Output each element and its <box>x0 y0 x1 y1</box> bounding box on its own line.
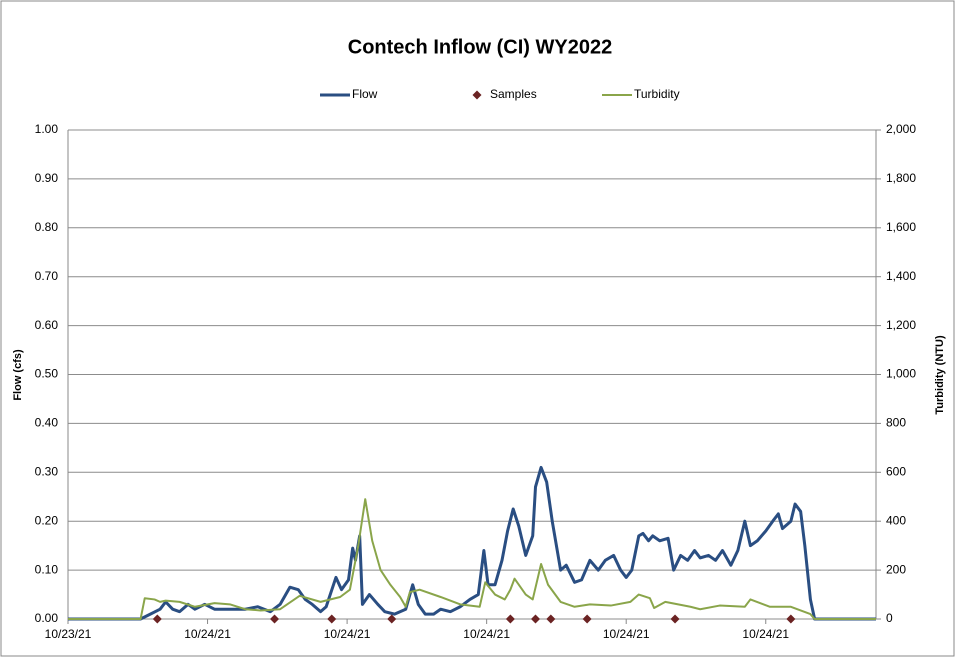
y-tick-label: 0.20 <box>35 513 59 527</box>
y2-tick-label: 1,200 <box>886 318 916 332</box>
x-tick-label: 10/23/21 <box>45 627 92 641</box>
sample-marker <box>786 614 796 624</box>
y2-tick-label: 1,400 <box>886 269 916 283</box>
y-tick-label: 0.80 <box>35 220 59 234</box>
y2-tick-label: 1,000 <box>886 367 916 381</box>
sample-marker <box>327 614 337 624</box>
y2-tick-label: 400 <box>886 513 906 527</box>
legend-swatch <box>472 90 482 100</box>
y2-tick-label: 1,800 <box>886 171 916 185</box>
x-tick-label: 10/24/21 <box>603 627 650 641</box>
legend-label: Flow <box>352 87 378 101</box>
y-tick-label: 0.30 <box>35 464 59 478</box>
y-tick-label: 0.40 <box>35 416 59 430</box>
y-tick-label: 0.60 <box>35 318 59 332</box>
sample-marker <box>546 614 556 624</box>
y2-tick-label: 200 <box>886 562 906 576</box>
sample-marker <box>270 614 280 624</box>
y2-tick-label: 600 <box>886 464 906 478</box>
series-line <box>68 465 876 621</box>
legend-label: Samples <box>490 87 537 101</box>
y-tick-label: 1.00 <box>35 122 59 136</box>
y-axis-label: Flow (cfs) <box>12 349 24 401</box>
y-tick-label: 0.00 <box>35 611 59 625</box>
y2-tick-label: 0 <box>886 611 893 625</box>
legend-label: Turbidity <box>634 87 680 101</box>
x-tick-label: 10/24/21 <box>184 627 231 641</box>
sample-marker <box>530 614 540 624</box>
sample-marker <box>670 614 680 624</box>
y-tick-label: 0.50 <box>35 367 59 381</box>
y-tick-label: 0.70 <box>35 269 59 283</box>
chart-title: Contech Inflow (CI) WY2022 <box>348 36 612 58</box>
y2-tick-label: 1,600 <box>886 220 916 234</box>
sample-marker <box>387 614 397 624</box>
y2-axis-label: Turbidity (NTU) <box>934 335 946 415</box>
y2-tick-label: 2,000 <box>886 122 916 136</box>
series-line <box>68 498 876 620</box>
sample-marker <box>582 614 592 624</box>
sample-marker <box>505 614 515 624</box>
sample-marker <box>152 614 162 624</box>
x-tick-label: 10/24/21 <box>742 627 789 641</box>
x-tick-label: 10/24/21 <box>463 627 510 641</box>
y2-tick-label: 800 <box>886 416 906 430</box>
x-tick-label: 10/24/21 <box>324 627 371 641</box>
y-tick-label: 0.90 <box>35 171 59 185</box>
y-tick-label: 0.10 <box>35 562 59 576</box>
